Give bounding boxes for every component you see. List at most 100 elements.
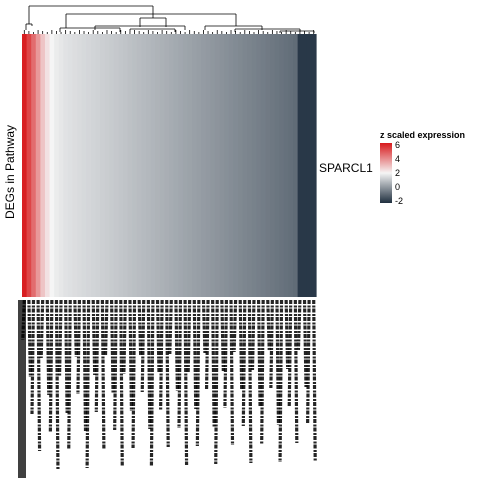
column-label xyxy=(151,300,153,466)
heatmap-cell xyxy=(288,34,293,297)
heatmap-cell xyxy=(201,34,206,297)
heatmap-cell xyxy=(132,34,137,297)
heatmap-cell xyxy=(187,34,192,297)
column-label xyxy=(280,300,282,462)
column-label xyxy=(252,300,254,370)
heatmap-cell xyxy=(164,34,169,297)
column-label xyxy=(197,300,199,446)
legend-tick-6: 6 xyxy=(395,140,400,150)
heatmap-cell xyxy=(275,34,280,297)
heatmap-cell xyxy=(160,34,165,297)
column-label xyxy=(216,300,218,464)
heatmap-cell xyxy=(151,34,156,297)
heatmap-cell xyxy=(128,34,133,297)
column-label xyxy=(207,300,209,390)
column-label xyxy=(234,300,236,352)
heatmap-cell xyxy=(307,34,312,297)
heatmap-cell xyxy=(109,34,114,297)
legend-color-bar xyxy=(380,143,392,203)
heatmap-cell xyxy=(311,34,316,297)
heatmap-cell xyxy=(137,34,142,297)
column-label xyxy=(289,300,291,406)
column-label xyxy=(225,300,227,408)
column-label xyxy=(277,300,279,425)
legend-tick-2: 2 xyxy=(395,168,400,178)
column-label xyxy=(112,300,114,393)
column-label xyxy=(170,300,172,354)
column-label xyxy=(286,300,288,369)
heatmap-cell xyxy=(59,34,64,297)
heatmap-cell xyxy=(114,34,119,297)
column-label xyxy=(142,300,144,392)
heatmap-cell xyxy=(256,34,261,297)
column-label xyxy=(84,300,86,431)
heatmap-cell xyxy=(210,34,215,297)
heatmap-cell xyxy=(86,34,91,297)
heatmap-cell xyxy=(91,34,96,297)
column-label xyxy=(167,300,169,447)
heatmap-cell xyxy=(63,34,68,297)
heatmap-cell xyxy=(302,34,307,297)
column-label xyxy=(203,300,205,353)
column-label xyxy=(139,300,141,355)
heatmap-cell xyxy=(298,34,303,297)
column-label xyxy=(194,300,196,409)
heatmap-cell xyxy=(146,34,151,297)
heatmap-cell xyxy=(215,34,220,297)
column-label xyxy=(231,300,233,445)
column-label xyxy=(243,300,245,426)
column-label xyxy=(179,300,181,428)
column-label xyxy=(38,300,40,451)
heatmap-cell xyxy=(54,34,59,297)
column-label xyxy=(271,300,273,388)
legend-tick-4: 4 xyxy=(395,154,400,164)
legend-title: z scaled expression xyxy=(380,130,465,140)
column-label xyxy=(130,300,132,411)
heatmap-cell xyxy=(77,34,82,297)
heatmap-cell xyxy=(252,34,257,297)
legend-tick-0: 0 xyxy=(395,182,400,192)
heatmap-cell xyxy=(123,34,128,297)
heatmap-cell xyxy=(229,34,234,297)
column-label xyxy=(32,300,34,414)
heatmap-cell xyxy=(224,34,229,297)
heatmap-cell xyxy=(141,34,146,297)
column-label xyxy=(298,300,300,350)
heatmap-cell xyxy=(270,34,275,297)
column-label xyxy=(102,300,104,449)
column-label xyxy=(121,300,123,467)
heatmap-cell xyxy=(233,34,238,297)
legend-tick-neg2: -2 xyxy=(395,196,403,206)
column-label xyxy=(96,300,98,412)
column-label xyxy=(69,300,71,450)
heatmap-cell xyxy=(45,34,50,297)
column-label xyxy=(60,300,62,376)
column-label xyxy=(133,300,135,448)
column-label xyxy=(295,300,297,443)
heatmap-cell xyxy=(155,34,160,297)
column-label xyxy=(185,300,187,465)
heatmap-cell xyxy=(31,34,36,297)
column-label xyxy=(262,300,264,444)
column-label xyxy=(75,300,77,357)
column-label xyxy=(115,300,117,430)
heatmap-cells xyxy=(22,34,317,297)
column-label xyxy=(176,300,178,391)
heatmap-cell xyxy=(220,34,225,297)
heatmap-cell xyxy=(247,34,252,297)
column-label xyxy=(50,300,52,432)
heatmap-cell xyxy=(279,34,284,297)
column-label xyxy=(240,300,242,389)
column-label xyxy=(47,300,49,395)
column-label xyxy=(56,300,58,469)
column-label xyxy=(222,300,224,371)
column-label xyxy=(314,300,316,461)
heatmap-cell xyxy=(265,34,270,297)
heatmap-cell xyxy=(192,34,197,297)
heatmap-cell xyxy=(68,34,73,297)
column-label xyxy=(259,300,261,407)
column-label xyxy=(188,300,190,372)
heatmap-cell xyxy=(40,34,45,297)
column-label xyxy=(93,300,95,375)
